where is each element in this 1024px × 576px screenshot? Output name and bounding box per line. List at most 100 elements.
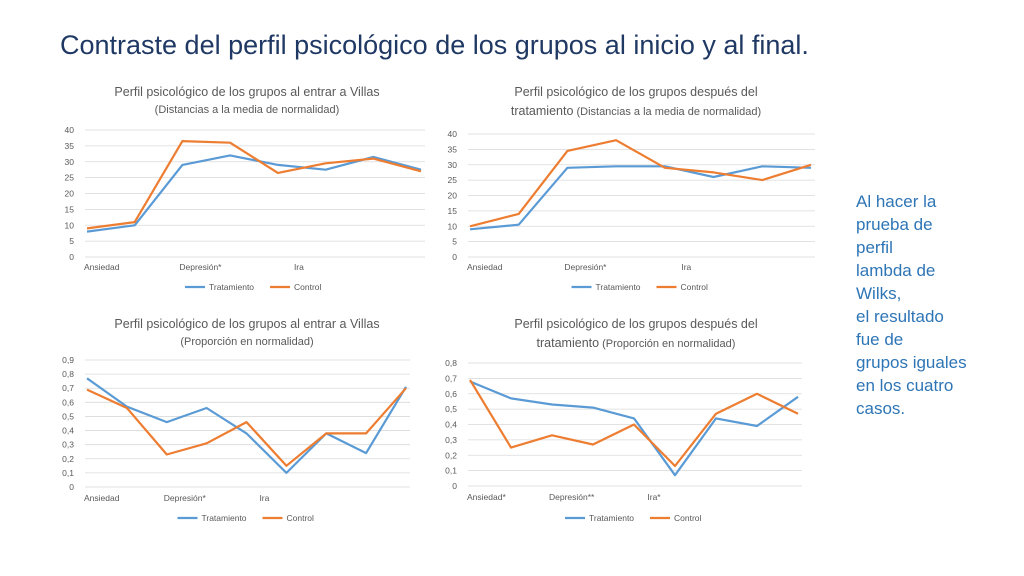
chart-svg: Perfil psicológico de los grupos después… (445, 317, 802, 523)
chart-title-text: tratamiento (511, 104, 574, 118)
x-category-label: Ira* (647, 492, 661, 502)
chart-subtitle-text: (Distancias a la media de normalidad) (573, 106, 761, 118)
y-tick-label: 0 (69, 252, 74, 262)
x-category-label: Depresión* (179, 262, 222, 272)
chart-subtitle-text: (Proporción en normalidad) (180, 336, 313, 348)
y-tick-label: 0,5 (62, 411, 74, 421)
x-category-label: Ansiedad (84, 493, 120, 503)
y-tick-label: 10 (448, 221, 458, 231)
y-tick-label: 25 (65, 173, 75, 183)
y-tick-label: 40 (448, 129, 458, 139)
side-note-line: prueba de (856, 215, 933, 234)
y-tick-label: 30 (65, 157, 75, 167)
y-tick-label: 0,2 (445, 450, 457, 460)
y-tick-label: 0,3 (445, 435, 457, 445)
x-category-label: Ira (681, 262, 691, 272)
series-line-tratamiento (469, 165, 812, 231)
y-tick-label: 0,6 (445, 389, 457, 399)
legend-label-control: Control (287, 513, 315, 523)
y-tick-label: 25 (448, 175, 458, 185)
y-tick-label: 0,7 (445, 373, 457, 383)
x-category-label: Ira (294, 262, 304, 272)
side-note-line: grupos iguales (856, 353, 967, 372)
series-line-tratamiento (86, 377, 407, 474)
legend-label-tratamiento: Tratamiento (209, 282, 254, 292)
chart-title-text: tratamiento (537, 336, 600, 350)
legend-label-tratamiento: Tratamiento (202, 513, 247, 523)
y-tick-label: 10 (65, 220, 75, 230)
chart-title-line: Perfil psicológico de los grupos después… (514, 85, 757, 99)
legend-label-tratamiento: Tratamiento (596, 282, 641, 292)
y-tick-label: 35 (65, 141, 75, 151)
chart-proporcion-despues: Perfil psicológico de los grupos después… (440, 310, 835, 537)
y-tick-label: 15 (65, 204, 75, 214)
legend-label-tratamiento: Tratamiento (589, 513, 634, 523)
legend-label-control: Control (674, 513, 702, 523)
x-category-label: Depresión* (164, 493, 207, 503)
y-tick-label: 0,9 (62, 355, 74, 365)
chart-title-line: Perfil psicológico de los grupos después… (514, 317, 757, 331)
x-category-label: Ansiedad* (467, 492, 506, 502)
x-category-label: Depresión** (549, 492, 595, 502)
side-note-line: casos. (856, 399, 906, 418)
y-tick-label: 0,8 (62, 369, 74, 379)
y-tick-label: 0 (452, 481, 457, 491)
chart-subtitle-text: (Proporción en normalidad) (599, 338, 735, 350)
legend-label-control: Control (681, 282, 709, 292)
x-category-label: Ansiedad (84, 262, 120, 272)
y-tick-label: 30 (448, 160, 458, 170)
y-tick-label: 20 (65, 189, 75, 199)
chart-title-line: (Proporción en normalidad) (180, 336, 313, 348)
side-note-line: fue de (856, 330, 904, 349)
y-tick-label: 35 (448, 144, 458, 154)
chart-distancias-despues: Perfil psicológico de los grupos después… (440, 78, 835, 305)
y-tick-label: 0,7 (62, 383, 74, 393)
y-tick-label: 40 (65, 125, 75, 135)
chart-title-line: Perfil psicológico de los grupos al entr… (114, 317, 379, 331)
y-tick-label: 5 (452, 237, 457, 247)
side-note-line: Wilks, (856, 284, 902, 303)
series-line-tratamiento (469, 380, 799, 477)
x-category-label: Ansiedad (467, 262, 503, 272)
series-line-control (86, 387, 407, 467)
chart-title-line: (Distancias a la media de normalidad) (155, 104, 340, 116)
y-tick-label: 0,3 (62, 440, 74, 450)
chart-title-text: Perfil psicológico de los grupos al entr… (114, 317, 379, 331)
side-note: Al hacer la prueba de perfil lambda de W… (856, 190, 1006, 420)
chart-title-line: Perfil psicológico de los grupos al entr… (114, 85, 379, 99)
chart-svg: Perfil psicológico de los grupos al entr… (62, 317, 410, 523)
side-note-line: Al hacer la (856, 192, 937, 211)
chart-svg: Perfil psicológico de los grupos después… (448, 85, 815, 292)
series-line-control (469, 379, 799, 468)
x-category-label: Ira (259, 493, 269, 503)
chart-title-text: Perfil psicológico de los grupos después… (514, 85, 757, 99)
side-note-line: el resultado (856, 307, 944, 326)
y-tick-label: 0,1 (62, 468, 74, 478)
y-tick-label: 0,8 (445, 358, 457, 368)
chart-svg: Perfil psicológico de los grupos al entr… (65, 85, 425, 292)
legend-label-control: Control (294, 282, 322, 292)
chart-distancias-entrada: Perfil psicológico de los grupos al entr… (55, 78, 440, 305)
chart-subtitle-text: (Distancias a la media de normalidad) (155, 104, 340, 116)
chart-title-line: tratamiento (Distancias a la media de no… (511, 104, 761, 118)
y-tick-label: 20 (448, 191, 458, 201)
y-tick-label: 0 (69, 482, 74, 492)
series-line-control (86, 139, 422, 230)
slide-title: Contraste del perfil psicológico de los … (60, 30, 809, 60)
y-tick-label: 0,4 (62, 426, 74, 436)
y-tick-label: 0,6 (62, 397, 74, 407)
y-tick-label: 5 (69, 236, 74, 246)
y-tick-label: 0,5 (445, 404, 457, 414)
y-tick-label: 0 (452, 252, 457, 262)
side-note-line: lambda de (856, 261, 936, 280)
chart-title-text: Perfil psicológico de los grupos al entr… (114, 85, 379, 99)
chart-proporcion-entrada: Perfil psicológico de los grupos al entr… (55, 310, 440, 537)
chart-title-text: Perfil psicológico de los grupos después… (514, 317, 757, 331)
y-tick-label: 0,4 (445, 420, 457, 430)
y-tick-label: 0,2 (62, 454, 74, 464)
y-tick-label: 15 (448, 206, 458, 216)
series-line-control (469, 139, 812, 228)
side-note-line: en los cuatro (856, 376, 954, 395)
y-tick-label: 0,1 (445, 466, 457, 476)
side-note-line: perfil (856, 238, 893, 257)
